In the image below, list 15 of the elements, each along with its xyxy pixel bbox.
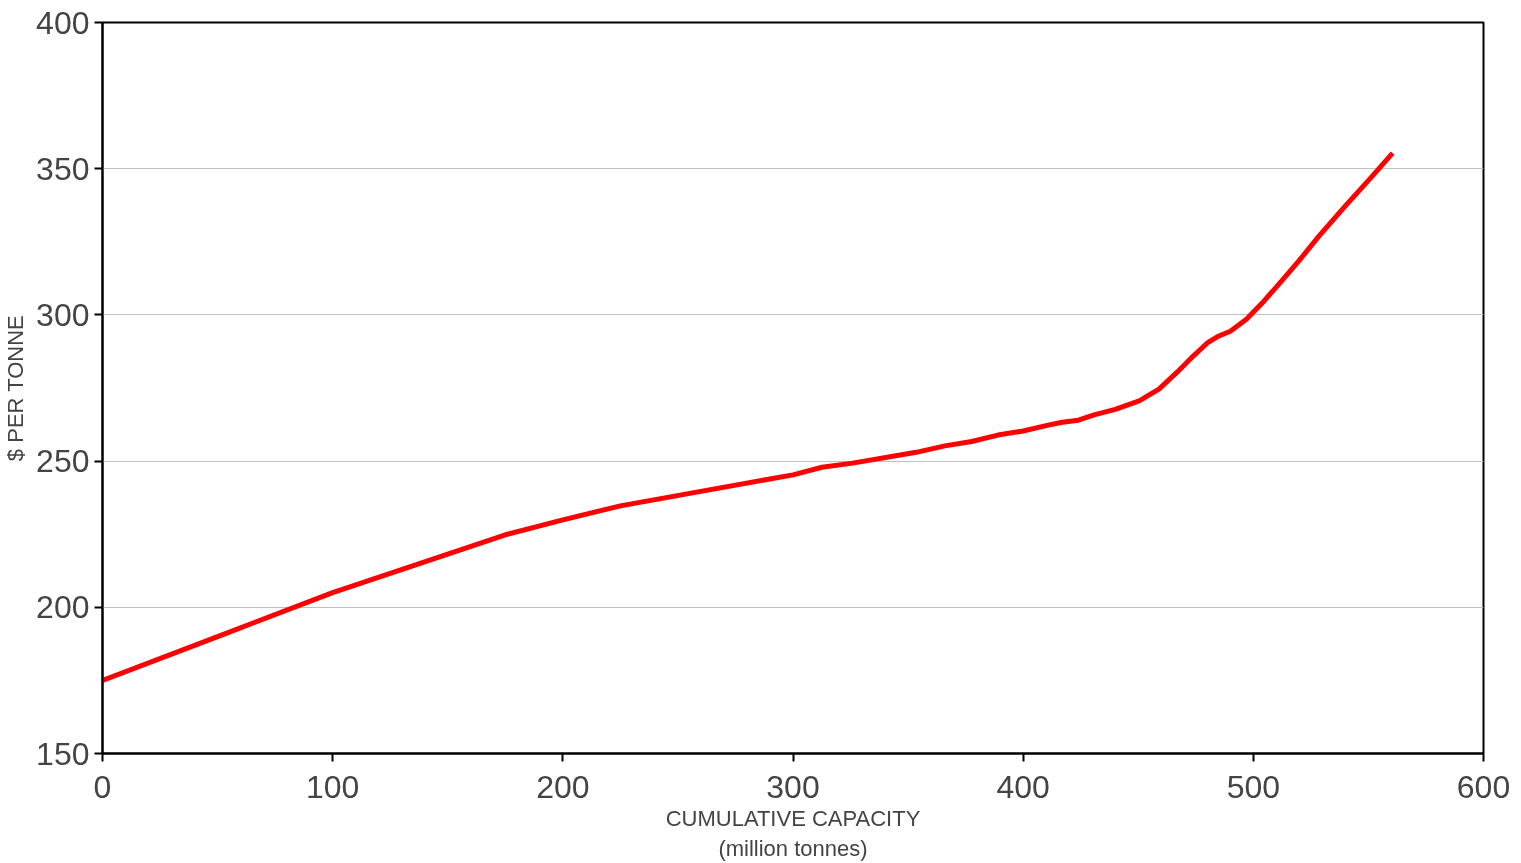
y-tick-label: 300 xyxy=(36,296,90,333)
y-tick-label: 250 xyxy=(36,443,90,480)
y-tick-label: 200 xyxy=(36,589,90,626)
x-axis-title: CUMULATIVE CAPACITY (million tonnes) xyxy=(665,805,921,861)
x-tick-label: 500 xyxy=(1226,768,1281,805)
x-tick-label: 200 xyxy=(536,768,590,805)
y-tick-label: 350 xyxy=(36,150,90,187)
y-tick-label: 400 xyxy=(36,4,90,41)
y-axis-title: $ PER TONNE xyxy=(3,315,29,462)
y-tick-label: 150 xyxy=(36,735,90,772)
x-tick-label: 0 xyxy=(93,768,112,805)
x-tick-label: 400 xyxy=(996,768,1050,805)
x-tick-label: 600 xyxy=(1456,768,1511,805)
x-tick-label: 300 xyxy=(766,768,820,805)
x-tick-label: 100 xyxy=(305,768,360,805)
